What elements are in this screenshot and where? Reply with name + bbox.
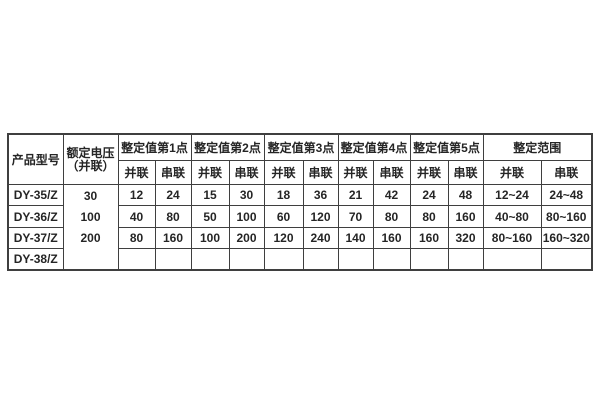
table-row: DY-35/Z 30 100 200 12 24 15 30 18 36 21 … — [7, 183, 593, 271]
rated-voltage-values-cell: 30 100 200 — [62, 184, 119, 271]
range-series-subheader: 串联 — [540, 160, 593, 185]
table-row: DY-37/Z 80 160 100 200 120 240 140 160 1… — [7, 226, 593, 250]
model-cell: DY-35/Z — [7, 183, 64, 207]
value-cell — [228, 248, 265, 271]
value-cell: 240 — [302, 226, 339, 250]
voltage-value: 200 — [80, 231, 101, 245]
model-cell: DY-37/Z — [7, 226, 64, 250]
value-cell — [117, 248, 156, 271]
value-cell — [263, 248, 304, 271]
value-cell — [337, 248, 374, 271]
product-model-header: 产品型号 — [7, 133, 64, 185]
value-cell — [372, 248, 411, 271]
setting-point-4-header: 整定值第4点 — [337, 133, 411, 161]
p2-parallel-subheader: 并联 — [190, 160, 230, 185]
value-cell: 80 — [154, 205, 192, 228]
value-cell: 21 — [337, 183, 374, 207]
value-cell: 120 — [302, 205, 339, 228]
setting-point-5-header: 整定值第5点 — [409, 133, 484, 161]
voltage-value: 30 — [83, 189, 98, 203]
value-cell: 50 — [190, 205, 230, 228]
value-cell — [409, 248, 449, 271]
value-cell: 120 — [263, 226, 304, 250]
rated-voltage-header-line1: 额定电压 — [66, 145, 115, 160]
value-cell: 15 — [190, 183, 230, 207]
value-cell: 12 — [117, 183, 156, 207]
header-group-row: 产品型号 额定电压 （并联） 整定值第1点 整定值第2点 整定值第3点 整定值第… — [7, 133, 593, 185]
p5-parallel-subheader: 并联 — [409, 160, 449, 185]
value-cell: 36 — [302, 183, 339, 207]
value-cell: 100 — [190, 226, 230, 250]
value-cell: 100 — [228, 205, 265, 228]
table-row: DY-38/Z — [7, 248, 593, 271]
relay-setting-spec-table: 产品型号 额定电压 （并联） 整定值第1点 整定值第2点 整定值第3点 整定值第… — [7, 133, 593, 271]
value-cell: 140 — [337, 226, 374, 250]
value-cell: 160 — [154, 226, 192, 250]
value-cell: 80 — [117, 226, 156, 250]
value-cell: 60 — [263, 205, 304, 228]
value-cell: 160 — [447, 205, 484, 228]
p3-series-subheader: 串联 — [302, 160, 339, 185]
value-cell — [190, 248, 230, 271]
range-cell: 80~160 — [540, 205, 593, 228]
range-cell: 80~160 — [482, 226, 542, 250]
value-cell: 48 — [447, 183, 484, 207]
p1-parallel-subheader: 并联 — [117, 160, 156, 185]
setting-point-3-header: 整定值第3点 — [263, 133, 339, 161]
voltage-value: 100 — [80, 210, 101, 224]
p4-parallel-subheader: 并联 — [337, 160, 374, 185]
range-cell: 40~80 — [482, 205, 542, 228]
value-cell: 70 — [337, 205, 374, 228]
value-cell — [302, 248, 339, 271]
value-cell: 80 — [372, 205, 411, 228]
rated-voltage-header: 额定电压 （并联） — [62, 133, 119, 185]
range-parallel-subheader: 并联 — [482, 160, 542, 185]
model-cell: DY-38/Z — [7, 248, 64, 271]
value-cell — [447, 248, 484, 271]
p1-series-subheader: 串联 — [154, 160, 192, 185]
value-cell: 24 — [409, 183, 449, 207]
value-cell: 40 — [117, 205, 156, 228]
range-cell: 160~320 — [540, 226, 593, 250]
range-cell: 24~48 — [540, 183, 593, 207]
value-cell: 18 — [263, 183, 304, 207]
value-cell: 160 — [372, 226, 411, 250]
setting-point-1-header: 整定值第1点 — [117, 133, 192, 161]
model-cell: DY-36/Z — [7, 205, 64, 228]
p5-series-subheader: 串联 — [447, 160, 484, 185]
setting-range-header: 整定范围 — [482, 133, 593, 161]
p2-series-subheader: 串联 — [228, 160, 265, 185]
voltage-value-empty — [64, 248, 117, 269]
value-cell — [154, 248, 192, 271]
rated-voltage-header-line2: （并联） — [66, 158, 115, 173]
value-cell: 320 — [447, 226, 484, 250]
value-cell: 80 — [409, 205, 449, 228]
p4-series-subheader: 串联 — [372, 160, 411, 185]
value-cell: 160 — [409, 226, 449, 250]
header-sub-row: 并联 串联 并联 串联 并联 串联 并联 串联 并联 串联 并联 串联 — [8, 160, 593, 185]
setting-point-2-header: 整定值第2点 — [190, 133, 265, 161]
value-cell: 42 — [372, 183, 411, 207]
range-cell — [540, 248, 593, 271]
range-cell — [482, 248, 542, 271]
value-cell: 30 — [228, 183, 265, 207]
p3-parallel-subheader: 并联 — [263, 160, 304, 185]
value-cell: 24 — [154, 183, 192, 207]
value-cell: 200 — [228, 226, 265, 250]
range-cell: 12~24 — [482, 183, 542, 207]
